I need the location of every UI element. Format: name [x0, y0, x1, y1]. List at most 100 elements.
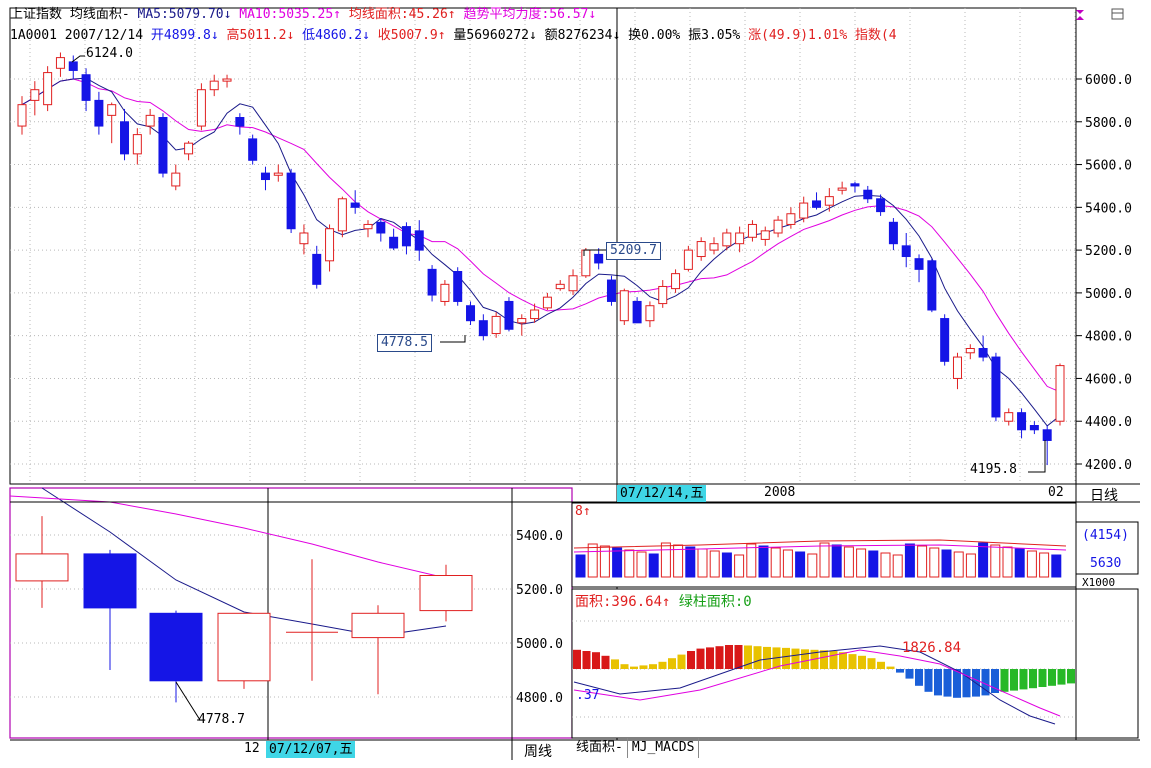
amplitude-value: 振3.05% [688, 28, 741, 43]
close-value: 收5007.9↑ [377, 28, 446, 43]
candle-down [1029, 425, 1039, 431]
candle-up [555, 283, 565, 290]
inset-candles[interactable] [15, 516, 473, 703]
macd-bar [801, 649, 809, 669]
ma10-value: MA10:5035.25↑ [239, 7, 341, 22]
inset-left-tick: 12 [244, 741, 260, 756]
volume-bar [941, 549, 952, 578]
volume-ma2-line [573, 544, 1067, 553]
candle-down [594, 253, 604, 264]
macd-bar [1010, 669, 1018, 691]
indicator-tabs: 线面积- MJ_MACDS [572, 738, 700, 758]
amount-value: 额8276234↓ [544, 28, 621, 43]
volume-bar [1002, 546, 1013, 578]
candle-up [773, 219, 783, 234]
candle-down [376, 221, 386, 234]
inset-candle-up [351, 612, 405, 639]
inset-candle-up [217, 612, 271, 682]
macd-bar [649, 664, 657, 669]
macd-bar [1038, 669, 1047, 687]
inset-candle-down [149, 612, 203, 682]
inset-y-tick-label: 5200.0 [516, 583, 563, 598]
volume-bar [904, 543, 915, 578]
candle-down [120, 121, 130, 155]
candle-up [222, 78, 232, 82]
main-grid [10, 8, 1076, 484]
maximize-icon[interactable] [1111, 8, 1124, 20]
weekly-inset-frame [9, 487, 573, 739]
candle-down [260, 172, 270, 181]
candle-up [530, 309, 540, 320]
high-leader [71, 55, 85, 63]
candle-up [658, 285, 668, 305]
candle-down [1042, 429, 1052, 441]
candle-down [991, 356, 1001, 418]
macd-bar [601, 655, 610, 669]
header-row-1: 上证指数 均线面积- MA5:5079.70↓ MA10:5035.25↑ 均线… [10, 6, 596, 24]
inset-date-tag: 07/12/07,五 [266, 741, 356, 758]
volume-bar [599, 545, 610, 578]
y-tick-label: 5600.0 [1085, 159, 1132, 174]
cursor-date-tag: 07/12/14,五 [617, 485, 707, 502]
volume-axis-unit: X1000 [1082, 576, 1116, 589]
macd-bar [953, 669, 961, 698]
macd-bar [696, 648, 705, 669]
candle-up [709, 243, 719, 251]
macd-bar [1000, 669, 1009, 692]
ma5-polyline [21, 77, 1061, 427]
volume-bar [843, 546, 854, 578]
ma10-line [21, 78, 1061, 393]
tab-mj-macds[interactable]: MJ_MACDS [628, 738, 700, 758]
candle-up [952, 356, 962, 379]
candle-up [696, 241, 706, 258]
candle-down [940, 318, 950, 362]
volume-bar [758, 545, 769, 578]
volume-bar [892, 554, 903, 578]
macd-title: 面积:396.64↑ 绿柱面积:0 [575, 591, 752, 611]
high-price-label: 6124.0 [86, 46, 133, 61]
candle-down [68, 61, 78, 71]
candle-up [299, 232, 309, 245]
area-value: 均线面积:45.26↑ [348, 7, 456, 22]
macd-bar [1048, 669, 1056, 686]
tab-area[interactable]: 线面积- [572, 738, 628, 758]
main-candles[interactable] [17, 52, 1065, 466]
candle-up [1004, 412, 1014, 422]
candle-up [145, 114, 155, 127]
y-tick-label: 5800.0 [1085, 116, 1132, 131]
candle-down [606, 279, 616, 302]
candle-down [927, 260, 937, 311]
macd-bar [1067, 669, 1075, 684]
volume-bar [636, 551, 647, 578]
candle-up [517, 318, 527, 324]
period-weekly-label[interactable]: 周线 [524, 744, 552, 760]
candle-down [466, 305, 476, 322]
volume-bar [782, 549, 793, 578]
candle-up [132, 134, 142, 155]
candle-up [837, 187, 847, 191]
candle-up [491, 315, 501, 335]
macd-green-area-label: 绿柱面积:0 [678, 594, 752, 610]
y-tick-label: 5400.0 [1085, 201, 1132, 216]
period-daily-label[interactable]: 日线 [1090, 488, 1118, 504]
candle-down [453, 271, 463, 302]
candle-up [722, 232, 732, 247]
candle-down [350, 202, 360, 208]
low-value: 低4860.2↓ [302, 28, 370, 43]
candle-down [632, 300, 642, 324]
macd-bar [1019, 669, 1028, 690]
scroll-arrows-icon[interactable] [1076, 10, 1084, 20]
candle-up [1055, 365, 1065, 422]
open-value: 开4899.8↓ [150, 28, 219, 43]
macd-bar [981, 669, 990, 696]
volume-bar [978, 542, 989, 578]
index-ratio-value: 指数(4 [854, 28, 897, 43]
candle-up [43, 72, 53, 106]
candle-down [312, 253, 322, 285]
macd-bar [639, 665, 648, 669]
macd-bar [782, 647, 790, 669]
macd-bar [725, 645, 733, 669]
candle-up [965, 348, 975, 354]
candle-down [888, 221, 898, 245]
